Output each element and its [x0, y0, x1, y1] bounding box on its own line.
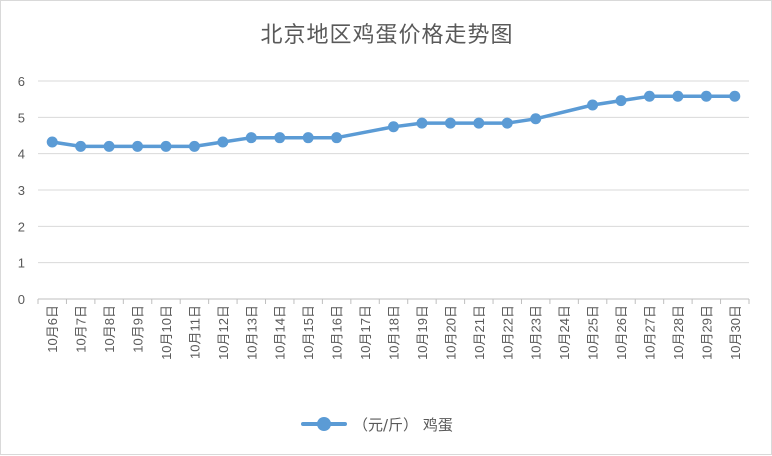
- data-point: [75, 140, 87, 152]
- x-tick-label: 10月24日: [557, 305, 572, 360]
- x-tick-label: 10月17日: [358, 305, 373, 360]
- x-tick-label: 10月15日: [301, 305, 316, 360]
- data-point: [188, 140, 200, 152]
- data-point: [416, 117, 428, 129]
- x-tick-label: 10月19日: [415, 305, 430, 360]
- chart-title: 北京地区鸡蛋价格走势图: [260, 23, 514, 48]
- y-tick-label: 1: [18, 256, 25, 271]
- data-point: [46, 136, 58, 148]
- x-tick-label: 10月21日: [472, 305, 487, 360]
- y-tick-label: 5: [18, 110, 25, 125]
- y-tick-label: 2: [18, 219, 25, 234]
- x-tick-label: 10月25日: [586, 305, 601, 360]
- x-tick-label: 10月16日: [330, 305, 345, 360]
- data-point: [132, 140, 144, 152]
- x-tick-label: 10月27日: [642, 305, 657, 360]
- data-point: [331, 132, 343, 144]
- y-tick-label: 4: [18, 147, 25, 162]
- y-tick-label: 6: [18, 74, 25, 89]
- x-tick-label: 10月14日: [273, 305, 288, 360]
- x-tick-label: 10月7日: [74, 305, 89, 353]
- data-point: [245, 132, 257, 144]
- x-tick-label: 10月29日: [699, 305, 714, 360]
- data-point: [501, 117, 513, 129]
- legend-label: （元/斤） 鸡蛋: [353, 415, 453, 434]
- legend: （元/斤） 鸡蛋: [301, 413, 453, 435]
- x-tick-label: 10月9日: [131, 305, 146, 353]
- data-point: [700, 90, 712, 102]
- x-tick-label: 10月28日: [671, 305, 686, 360]
- data-point: [217, 136, 229, 148]
- x-tick-label: 10月8日: [102, 305, 117, 353]
- x-tick-label: 10月22日: [500, 305, 515, 360]
- y-tick-label: 3: [18, 183, 25, 198]
- data-point: [530, 113, 542, 125]
- x-tick-label: 10月20日: [443, 305, 458, 360]
- data-point: [388, 121, 399, 133]
- data-point: [444, 117, 456, 129]
- data-point: [473, 117, 485, 129]
- x-tick-label: 10月26日: [614, 305, 629, 360]
- x-tick-label: 10月18日: [387, 305, 402, 360]
- x-tick-label: 10月23日: [529, 305, 544, 360]
- x-tick-label: 10月30日: [728, 305, 743, 360]
- x-tick-label: 10月11日: [187, 305, 202, 359]
- data-point: [587, 99, 599, 111]
- data-point: [672, 90, 684, 102]
- data-point: [160, 140, 172, 152]
- data-point: [302, 132, 314, 144]
- data-point: [643, 90, 655, 102]
- x-tick-label: 10月6日: [45, 305, 60, 353]
- x-tick-label: 10月10日: [159, 305, 174, 360]
- data-point: [274, 132, 286, 144]
- data-point: [729, 90, 741, 102]
- data-point: [103, 140, 115, 152]
- data-point: [615, 95, 627, 107]
- x-tick-label: 10月13日: [244, 305, 259, 360]
- legend-line-marker-icon: [301, 413, 347, 435]
- y-tick-label: 0: [18, 292, 25, 307]
- x-tick-label: 10月12日: [216, 305, 231, 360]
